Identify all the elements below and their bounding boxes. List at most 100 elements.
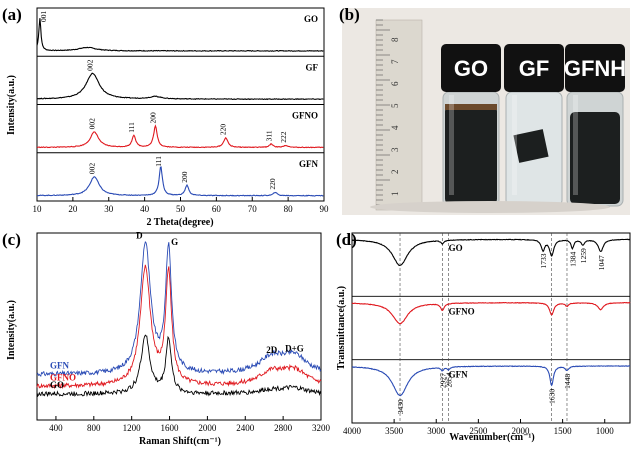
panel-a-xtick-label: 40 — [140, 204, 150, 214]
panel-a-peak-label: 002 — [86, 59, 95, 71]
panel-d-xtick-label: 2000 — [511, 426, 530, 436]
panel-c-line-go — [36, 334, 322, 398]
ruler-number: 8 — [390, 37, 400, 42]
panel-a-series-label: GO — [304, 14, 318, 24]
vial-cap — [565, 44, 625, 92]
panel-c-xtick-label: 3200 — [312, 423, 331, 433]
vial-highlight — [573, 95, 578, 195]
panel-d-line-gfn — [351, 365, 631, 397]
panel-a-xtick-label: 10 — [33, 204, 43, 214]
ruler — [375, 19, 423, 211]
vial-meniscus — [445, 104, 497, 110]
panel-c-ticks: 400 800 1200 1600 2000 2400 2800 3200 — [49, 416, 331, 433]
panel-a-xtick-label: 30 — [104, 204, 114, 214]
panel-c-series-label: GFN — [50, 361, 69, 371]
panel-a-peak-label: 001 — [39, 11, 48, 23]
panel-a-peak-label: 200 — [148, 112, 157, 124]
panel-c-line-gfn — [36, 240, 322, 377]
panel-c-xtick-label: 1200 — [123, 423, 142, 433]
vial-gfnh: GFNH — [564, 44, 626, 207]
panel-a-xtick-label: 90 — [320, 204, 330, 214]
vial-cap — [504, 44, 564, 92]
panel-d-xlabel: Wavenumber(cm⁻¹) — [449, 432, 534, 443]
panel-d-peak-label: 1630 — [548, 389, 557, 404]
vial-label: GF — [519, 56, 550, 81]
panel-a-peak-label: 111 — [127, 122, 136, 133]
panel-c-xtick-label: 1600 — [161, 423, 180, 433]
panel-d-xtick-label: 2500 — [469, 426, 488, 436]
foam-piece — [513, 129, 549, 163]
panel-label-a: (a) — [2, 5, 22, 24]
panel-d-xtick-label: 3500 — [385, 426, 404, 436]
panel-c-raman: (c) 400 800 1200 1600 2000 2400 2800 3200 GFNGF… — [2, 230, 331, 447]
panel-c-xlabel: Raman Shift(cm⁻¹) — [139, 436, 221, 447]
panel-c-xtick-label: 2800 — [274, 423, 293, 433]
panel-d-xtick-label: 3000 — [427, 426, 446, 436]
panel-d-peak-label: 1047 — [597, 255, 606, 270]
panel-d-xtick-label: 4000 — [343, 426, 362, 436]
panel-a-xtick-label: 50 — [176, 204, 186, 214]
panel-c-xtick-label: 800 — [87, 423, 101, 433]
panel-a-ylabel: Intensity(a.u.) — [6, 75, 17, 135]
panel-label-b: (b) — [339, 5, 360, 24]
panel-a-line-gf — [36, 72, 324, 101]
panel-c-peak-annotation: D — [136, 231, 143, 241]
table-shadow — [370, 201, 610, 213]
ruler-number: 1 — [390, 192, 400, 197]
panel-a-peak-label: 200 — [180, 171, 189, 183]
vial-cap — [441, 44, 501, 92]
panel-a-peak-label: 311 — [264, 130, 273, 141]
panel-a-series: GO 001 GF 002 GFNO 002 111 200 220 311 222 GFN 002 11… — [36, 11, 324, 197]
ruler-number: 5 — [390, 103, 400, 108]
panel-d-peak-label: 2854 — [445, 372, 454, 387]
panel-d-series-label: GO — [449, 243, 463, 253]
ruler-number: 3 — [390, 147, 400, 152]
panel-a-xlabel: 2 Theta(degree) — [146, 217, 213, 228]
panel-c-line-gfno — [36, 264, 322, 390]
panel-d-xtick-label: 1000 — [596, 426, 615, 436]
panel-a-series-label: GFN — [299, 159, 318, 169]
panel-d-peak-label: 1259 — [579, 248, 588, 263]
panel-a-peak-label: 111 — [154, 156, 163, 167]
panel-a-line-go — [36, 18, 324, 52]
panel-a-series-label: GF — [306, 62, 319, 72]
panel-a-line-gfn — [36, 166, 324, 197]
panel-d-peak-label: 1733 — [539, 253, 548, 268]
panel-a-xtick-label: 70 — [248, 204, 258, 214]
panel-d-ylabel: Transmittance(a.u.) — [336, 286, 347, 370]
panel-d-xtick-label: 1500 — [554, 426, 573, 436]
vial-highlight — [449, 95, 454, 195]
panel-c-frame — [36, 232, 322, 421]
ruler-number: 4 — [390, 125, 400, 130]
panel-a-ticks: 10 20 30 40 50 60 70 80 90 — [33, 197, 330, 214]
panel-c-peak-annotation: 2D — [266, 345, 278, 355]
panel-c-xtick-label: 2000 — [198, 423, 217, 433]
panel-a-peak-label: 002 — [87, 163, 96, 175]
vial-liquid — [445, 106, 497, 204]
panel-d-ticks: 4000 3500 3000 2500 2000 1500 1000 — [343, 419, 614, 436]
ruler-number: 7 — [390, 59, 400, 64]
panel-c-ylabel: Intensity(a.u.) — [6, 300, 17, 360]
panel-c-series-label: GO — [50, 380, 64, 390]
panel-c-xtick-label: 2400 — [236, 423, 255, 433]
ruler-number: 2 — [390, 170, 400, 175]
panel-a-line-gfno — [36, 124, 324, 149]
panel-b-photo: (b) 1 2 3 4 5 6 7 8 GO GF GFNH — [339, 5, 630, 215]
vial-label: GO — [454, 56, 488, 81]
vial-label: GFNH — [564, 56, 626, 81]
panel-d-series-label: GFN — [449, 370, 468, 380]
panel-a-series-label: GFNO — [292, 111, 318, 121]
ruler-number: 6 — [390, 81, 400, 86]
panel-c-xtick-label: 400 — [49, 423, 63, 433]
vials: GO GF GFNH — [441, 44, 626, 207]
vial-highlight — [512, 95, 517, 195]
panel-a-peak-label: 220 — [268, 178, 277, 190]
vial-gf: GF — [504, 44, 564, 207]
panel-d-series-label: GFNO — [449, 306, 475, 316]
panel-d-frame — [351, 232, 631, 424]
panel-d-peak-label: 1448 — [563, 374, 572, 389]
